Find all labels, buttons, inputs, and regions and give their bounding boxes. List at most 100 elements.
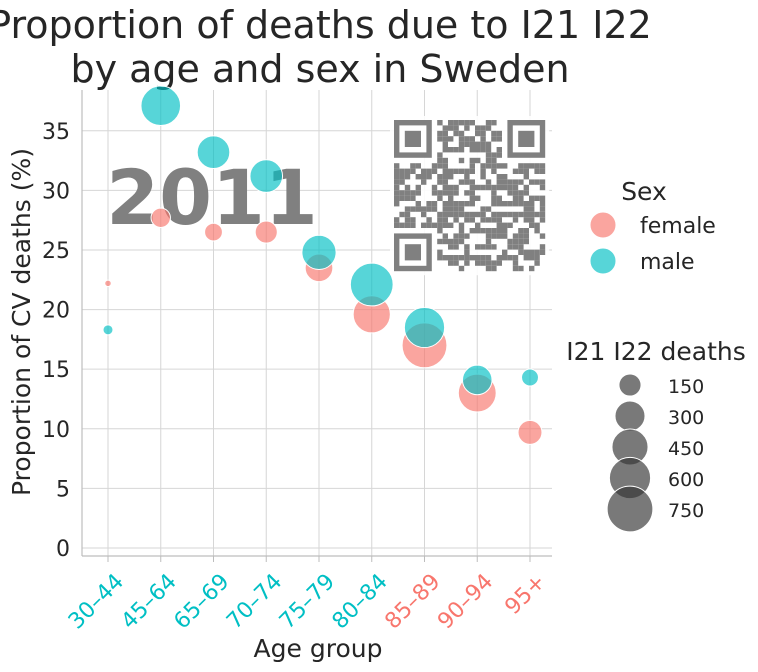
qr-module — [458, 233, 465, 239]
qr-module — [491, 136, 497, 142]
qr-module — [448, 120, 454, 126]
qr-module — [448, 260, 454, 266]
x-tick-label: 90–94 — [433, 569, 498, 634]
qr-module — [437, 238, 443, 245]
qr-module — [458, 157, 465, 164]
qr-module — [475, 255, 481, 261]
qr-module — [491, 168, 497, 174]
qr-module — [502, 163, 508, 169]
qr-module — [453, 211, 459, 218]
data-point-female — [517, 419, 543, 445]
qr-module — [518, 163, 524, 169]
data-point-female — [254, 220, 278, 244]
qr-module — [399, 211, 405, 218]
qr-module — [539, 206, 546, 212]
qr-module — [464, 233, 470, 239]
qr-module — [421, 222, 427, 228]
qr-module — [502, 249, 508, 255]
qr-module — [496, 147, 502, 153]
qr-module — [448, 211, 454, 218]
qr-module — [512, 244, 519, 250]
qr-module — [491, 157, 497, 164]
axes — [81, 90, 552, 562]
qr-module — [469, 211, 475, 218]
y-tick-label: 10 — [42, 418, 70, 443]
qr-finder-core — [518, 130, 535, 147]
x-tick-label: 85–89 — [380, 569, 445, 634]
qr-module — [464, 201, 470, 207]
qr-module — [507, 211, 513, 218]
qr-module — [480, 147, 486, 153]
qr-module — [518, 265, 524, 272]
qr-module — [453, 120, 459, 126]
qr-module — [523, 168, 529, 174]
qr-module — [485, 179, 492, 185]
qr-module — [399, 168, 405, 174]
qr-module — [404, 217, 411, 223]
qr-module — [437, 136, 443, 142]
qr-module — [539, 163, 546, 169]
chart-title-line-2: by age and sex in Sweden — [70, 47, 569, 91]
qr-module — [426, 206, 432, 212]
chart-title: Proportion of deaths due to I21 I22 by a… — [0, 3, 652, 91]
qr-module — [507, 238, 513, 245]
x-tick-label: 75–79 — [275, 569, 340, 634]
qr-module — [469, 228, 475, 234]
qr-module — [496, 211, 502, 218]
qr-module — [469, 179, 475, 185]
qr-module — [442, 217, 448, 223]
qr-module — [534, 179, 540, 185]
qr-module — [442, 190, 448, 196]
qr-module — [485, 125, 492, 131]
x-axis-label: Age group — [254, 634, 383, 663]
qr-module — [496, 217, 502, 223]
qr-module — [502, 179, 508, 185]
qr-module — [512, 201, 519, 207]
qr-module — [453, 260, 459, 266]
data-point-male — [461, 364, 493, 396]
chart-title-line-1: Proportion of deaths due to I21 I22 — [0, 3, 652, 47]
qr-module — [512, 217, 519, 223]
qr-module — [442, 238, 448, 245]
qr-module — [507, 190, 513, 196]
qr-module — [442, 141, 448, 147]
qr-module — [480, 130, 486, 137]
qr-module — [415, 190, 421, 196]
x-tick-label: 65–69 — [169, 569, 234, 634]
qr-module — [496, 163, 502, 169]
data-point-female — [150, 207, 171, 228]
qr-module — [458, 130, 465, 137]
qr-module — [453, 255, 459, 261]
qr-module — [410, 163, 416, 169]
qr-module — [502, 201, 508, 207]
qr-module — [437, 222, 443, 228]
qr-module — [512, 211, 519, 218]
qr-module — [442, 233, 448, 239]
qr-module — [394, 179, 400, 185]
qr-module — [431, 201, 438, 207]
qr-module — [464, 179, 470, 185]
qr-module — [480, 260, 486, 266]
qr-module — [475, 260, 481, 266]
qr-module — [464, 125, 470, 131]
qr-module — [399, 179, 405, 185]
qr-module — [523, 174, 529, 180]
qr-module — [496, 174, 502, 180]
qr-module — [485, 120, 492, 126]
qr-module — [529, 201, 535, 207]
qr-module — [448, 255, 454, 261]
qr-module — [496, 260, 502, 266]
qr-module — [512, 190, 519, 196]
qr-module — [523, 249, 529, 255]
qr-module — [518, 211, 524, 218]
qr-module — [469, 168, 475, 174]
legend-label-female: female — [640, 214, 716, 239]
qr-module — [485, 163, 492, 169]
x-tick-label: 70–74 — [222, 569, 287, 634]
qr-module — [437, 249, 443, 255]
qr-module — [437, 120, 443, 126]
qr-module — [442, 184, 448, 191]
qr-module — [410, 190, 416, 196]
qr-module — [491, 130, 497, 137]
qr-module — [507, 222, 513, 228]
